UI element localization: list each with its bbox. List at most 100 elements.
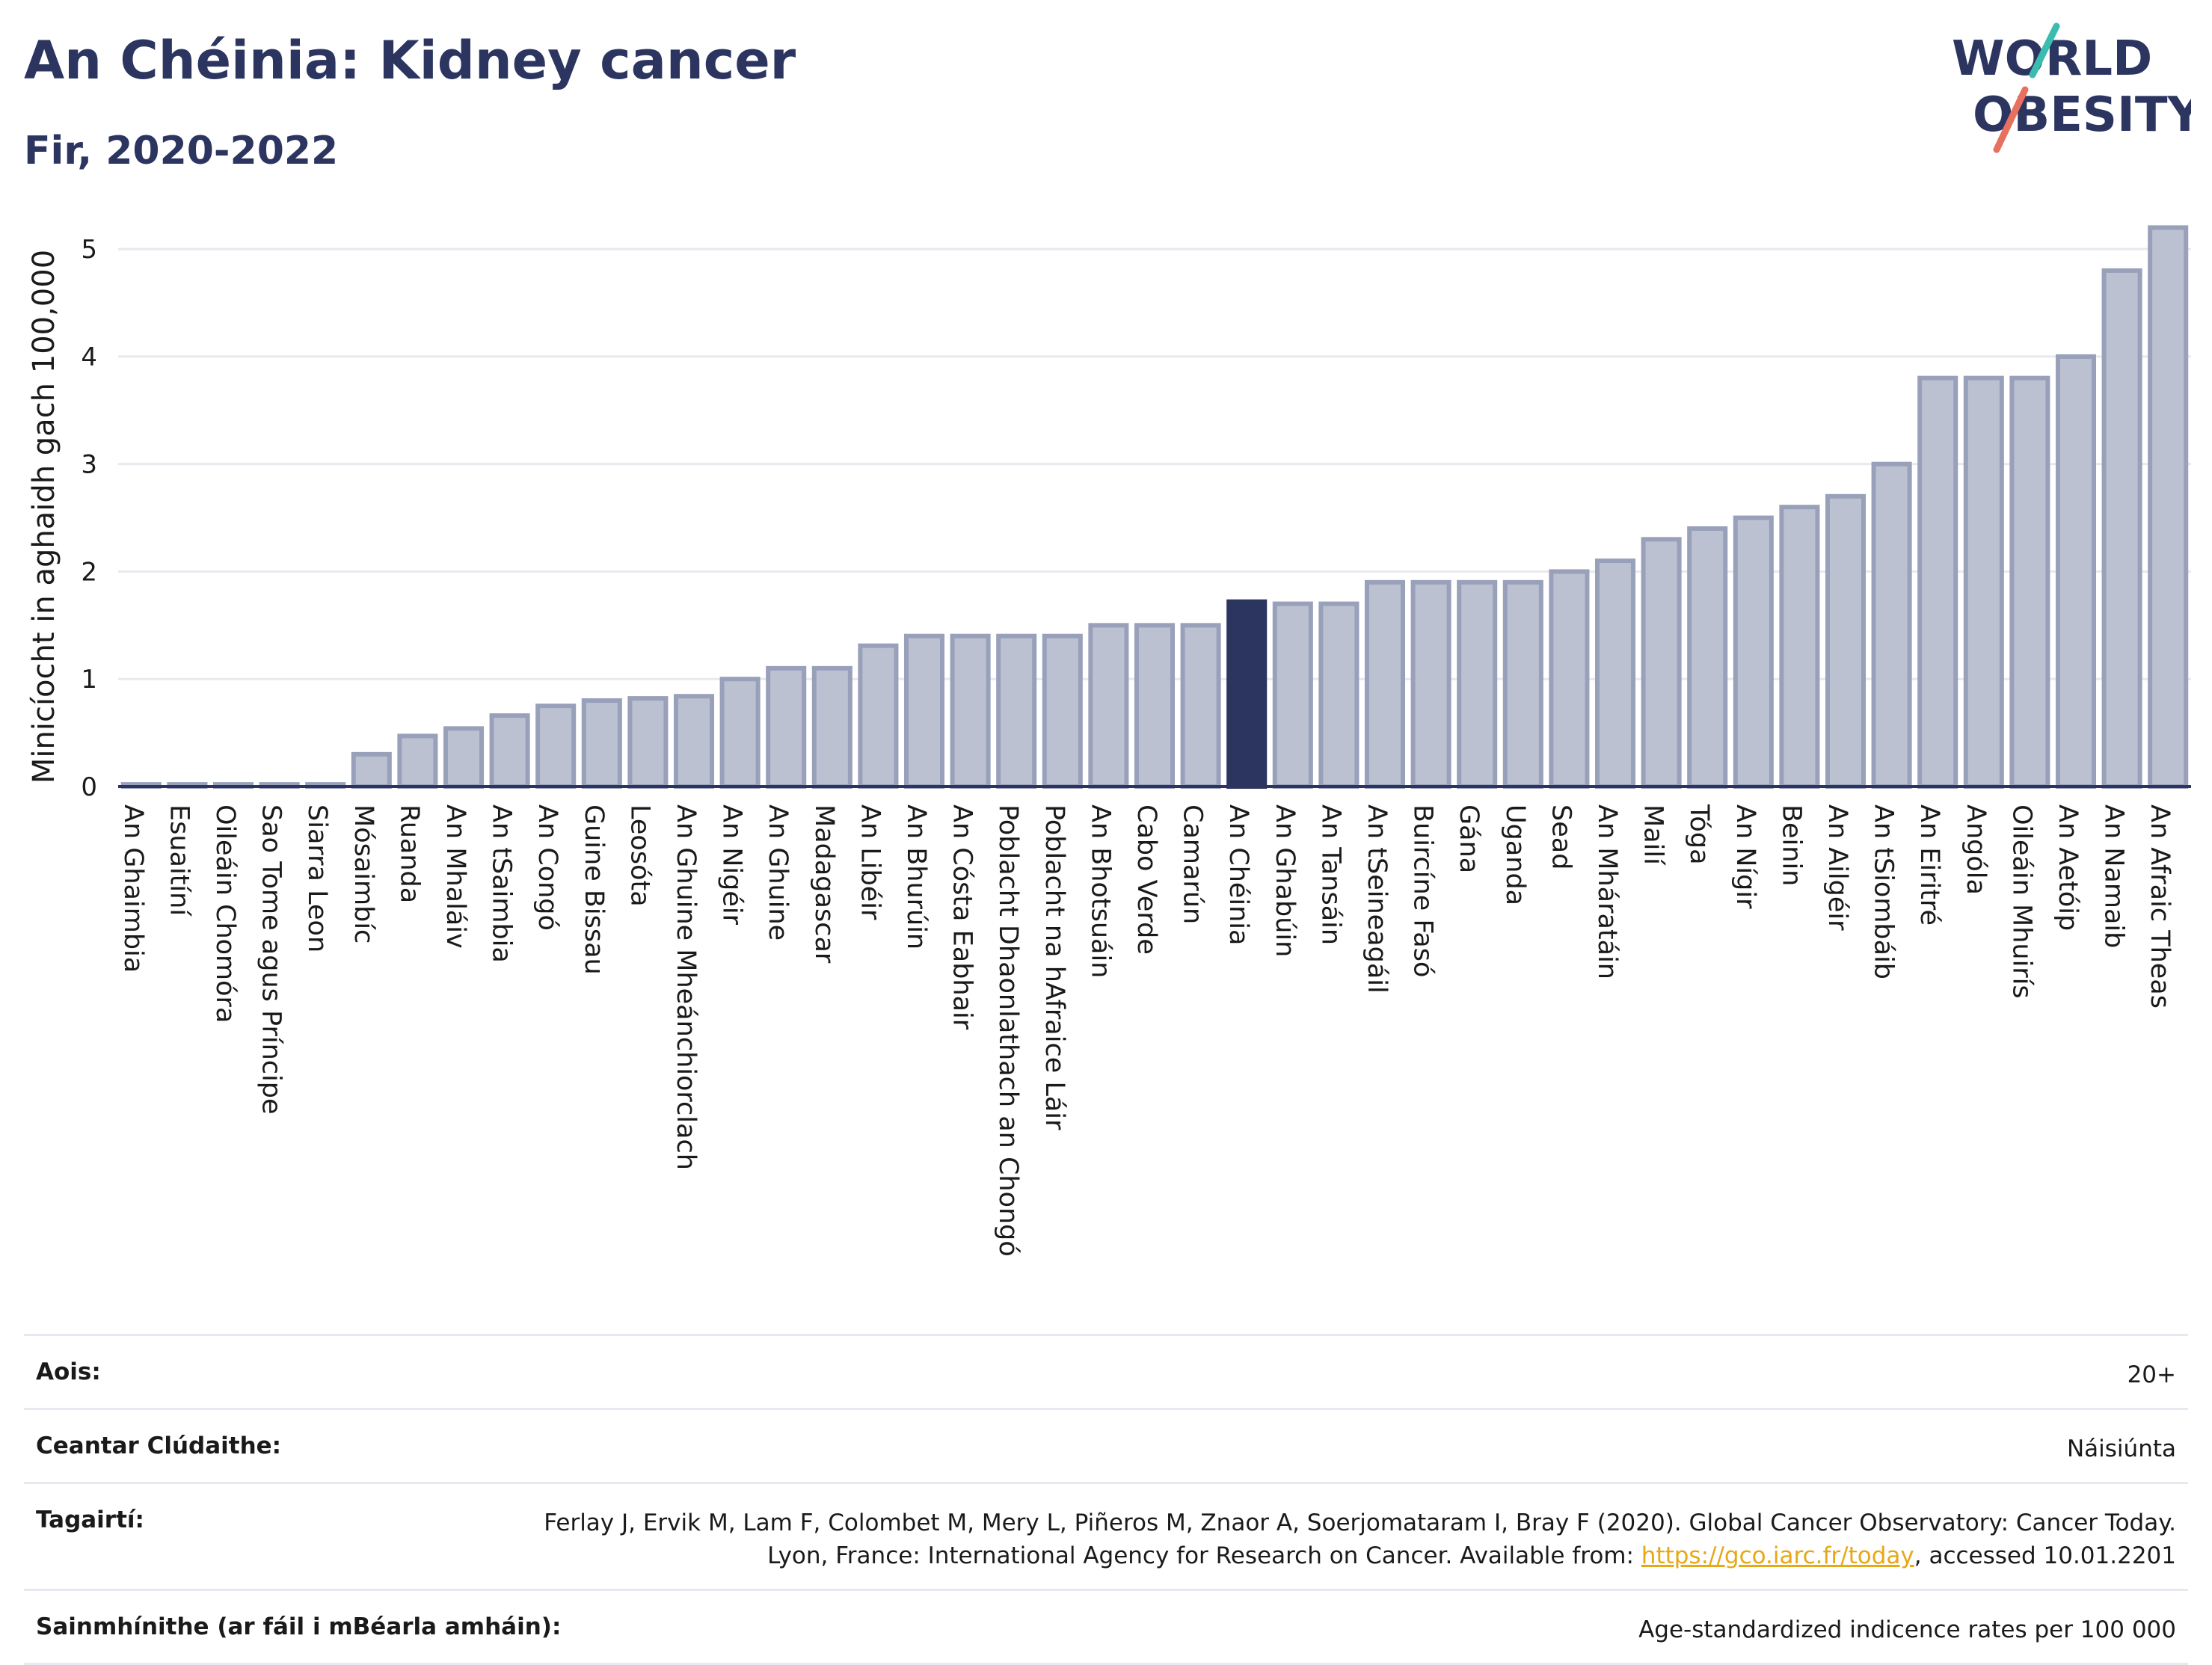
- x-tick-label: An tSeineagáil: [1362, 804, 1392, 994]
- x-tick-label: An Bhurúin: [901, 804, 931, 950]
- bar: [2009, 375, 2050, 789]
- meta-value-definitions: Age-standardized indicence rates per 100…: [1638, 1616, 2176, 1643]
- x-tick-label: An Ghuine Mheánchiorclach: [671, 804, 701, 1170]
- x-tick-label: An Cósta Eabhair: [947, 804, 977, 1030]
- x-tick-label: Sead: [1546, 804, 1576, 870]
- bar: [627, 696, 669, 789]
- x-tick-label: An Namaib: [2099, 804, 2129, 948]
- x-tick-label: An Congó: [532, 804, 562, 931]
- x-tick-label: Camarún: [1178, 804, 1208, 924]
- x-tick-label: Cabo Verde: [1131, 804, 1161, 955]
- x-tick-label: An Ailgéir: [1822, 804, 1852, 931]
- y-tick-label: 0: [81, 772, 97, 802]
- bar: [1641, 537, 1682, 789]
- x-tick-label: An Libéir: [855, 804, 885, 920]
- bar: [443, 726, 485, 789]
- reference-link[interactable]: https://gco.iarc.fr/today: [1641, 1542, 1914, 1569]
- bar: [1871, 461, 1912, 789]
- logo-slash-coral: [1993, 86, 2029, 153]
- x-tick-label: Uganda: [1500, 804, 1530, 905]
- x-tick-label: Sao Tome agus Príncipe: [256, 804, 286, 1115]
- meta-label-references: Tagairtí:: [36, 1506, 144, 1533]
- reference-text: Ferlay J, Ervik M, Lam F, Colombet M, Me…: [544, 1509, 2176, 1569]
- bar-chart: 0 1 2 3 4 5 Minicíocht in aghaidh gach 100,000…: [27, 225, 2191, 1257]
- bar: [1502, 579, 1543, 789]
- metadata-table: Aois: 20+ Ceantar Clúdaithe: Náisiúnta T…: [24, 1334, 2188, 1665]
- bar: [1042, 633, 1083, 789]
- meta-value-references: Ferlay J, Ervik M, Lam F, Colombet M, Me…: [531, 1506, 2176, 1572]
- x-tick-label: An Ghabúin: [1270, 804, 1300, 957]
- bar: [2148, 225, 2189, 789]
- x-tick-label: An Ghaimbia: [118, 804, 148, 973]
- bar: [1272, 601, 1313, 789]
- bar: [1733, 515, 1774, 789]
- x-tick-label: Guine Bissau: [579, 804, 609, 975]
- x-tick-label: Oileáin Chomóra: [210, 804, 240, 1023]
- x-tick-label: Gána: [1454, 804, 1484, 873]
- logo-line2: OBESITY: [1973, 87, 2191, 143]
- x-tick-label: An Chéinia: [1223, 804, 1253, 945]
- x-tick-label: An Tansáin: [1315, 804, 1345, 945]
- bar: [1963, 375, 2004, 789]
- bar: [397, 733, 438, 789]
- bar: [1134, 623, 1176, 789]
- bar: [1779, 505, 1820, 789]
- bar: [996, 633, 1037, 789]
- logo-slash-teal: [2029, 22, 2060, 79]
- x-tick-label: Beinin: [1776, 804, 1806, 886]
- bar: [351, 751, 392, 789]
- x-tick-label: An Ghuine: [763, 804, 793, 941]
- y-tick-label: 3: [81, 450, 97, 480]
- bar: [950, 633, 991, 789]
- bar: [581, 698, 622, 790]
- meta-value-coverage: Náisiúnta: [2066, 1435, 2176, 1462]
- x-tick-label: Buircíne Fasó: [1408, 804, 1438, 977]
- bar: [2055, 354, 2097, 790]
- meta-row-definitions: Sainmhínithe (ar fáil i mBéarla amháin):…: [24, 1589, 2188, 1665]
- y-tick-label: 2: [81, 557, 97, 587]
- bar: [1457, 579, 1498, 789]
- bar: [489, 713, 530, 789]
- x-tick-label: An Bhotsuáin: [1085, 804, 1115, 978]
- x-tick-label: Poblacht na hAfraice Láir: [1039, 804, 1069, 1130]
- bar: [719, 677, 761, 790]
- x-tick-label: Siarra Leon: [302, 804, 332, 952]
- x-tick-label: An Afraic Theas: [2145, 804, 2175, 1009]
- x-tick-label: An tSiombáib: [1869, 804, 1899, 979]
- x-tick-label: An Mháratáin: [1592, 804, 1622, 979]
- bar: [2101, 268, 2142, 789]
- meta-label-age: Aois:: [36, 1358, 101, 1385]
- bar: [1917, 375, 1958, 789]
- bar: [1364, 579, 1406, 789]
- bar: [1410, 579, 1451, 789]
- meta-row-age: Aois: 20+: [24, 1334, 2188, 1408]
- x-tick-label: An Nígir: [1730, 804, 1760, 909]
- meta-row-references: Tagairtí: Ferlay J, Ervik M, Lam F, Colo…: [24, 1482, 2188, 1589]
- x-tick-label: An Nigéir: [717, 804, 747, 926]
- x-tick-label: An Aetóip: [2053, 804, 2083, 931]
- y-tick-label: 4: [81, 342, 97, 372]
- bar: [1687, 526, 1728, 790]
- bar: [811, 665, 852, 789]
- reference-accessed: , accessed 10.01.2201: [1914, 1542, 2176, 1569]
- x-tick-label: An Eiritré: [1914, 804, 1944, 926]
- meta-value-age: 20+: [2127, 1361, 2176, 1388]
- x-tick-label: Oileáin Mhuirís: [2006, 804, 2036, 999]
- bar: [1825, 493, 1867, 790]
- x-tick-label: Tóga: [1684, 804, 1714, 865]
- x-tick-label: Madagascar: [809, 804, 839, 964]
- x-tick-label: Mailí: [1638, 804, 1668, 866]
- chart-subtitle: Fir, 2020-2022: [24, 129, 339, 173]
- bar: [1226, 599, 1268, 789]
- bar: [903, 633, 945, 789]
- x-tick-label: Ruanda: [394, 804, 424, 903]
- x-tick-label: Leosóta: [624, 804, 654, 907]
- meta-label-coverage: Ceantar Clúdaithe:: [36, 1432, 282, 1459]
- y-axis-title: Minicíocht in aghaidh gach 100,000: [27, 250, 61, 784]
- x-tick-label: An tSaimbia: [487, 804, 517, 963]
- x-tick-label: Esuaitíní: [164, 804, 194, 917]
- x-tick-label: Poblacht Dhaonlathach an Chongó: [993, 804, 1023, 1257]
- bar: [535, 704, 577, 789]
- y-tick-label: 1: [81, 665, 97, 695]
- bar: [1318, 601, 1360, 789]
